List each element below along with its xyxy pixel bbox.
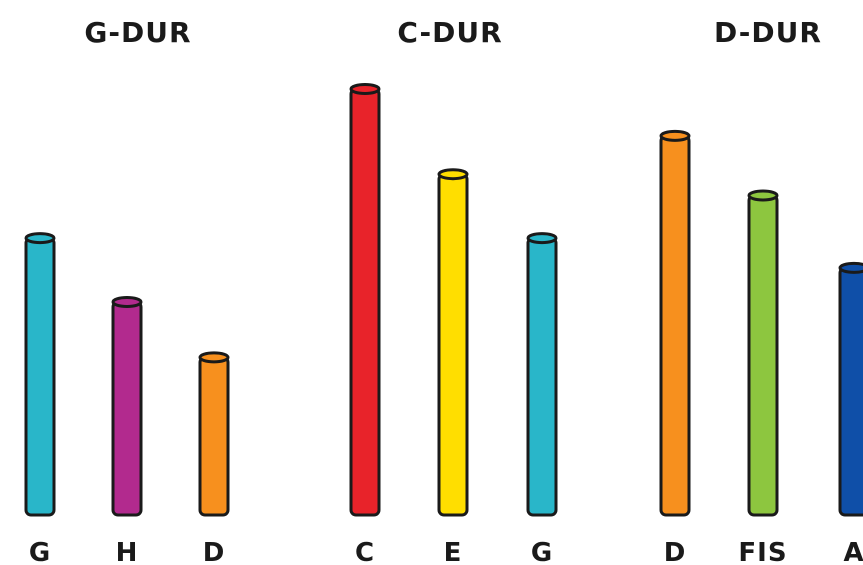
note-label-fis: FIS: [738, 538, 787, 565]
tube-cap-h: [111, 296, 143, 308]
tube-h: [111, 296, 143, 517]
tube-cap-d: [659, 129, 691, 142]
note-label-d: D: [664, 538, 687, 565]
tube-body-e: [437, 172, 469, 517]
tube-d: [659, 129, 691, 517]
note-label-e: E: [444, 538, 463, 565]
tube-body-c: [349, 87, 381, 517]
tube-a: [838, 261, 863, 517]
tube-cap-e: [437, 168, 469, 181]
tube-cap-a: [838, 261, 863, 274]
note-label-d: D: [203, 538, 226, 565]
note-label-h: H: [116, 538, 139, 565]
tube-cap-d: [198, 351, 230, 364]
tube-body-h: [111, 300, 143, 517]
tube-g: [24, 232, 56, 517]
tube-c: [349, 83, 381, 517]
note-label-c: C: [355, 538, 375, 565]
note-label-g: G: [531, 538, 553, 565]
tube-e: [437, 168, 469, 517]
tube-group: [24, 83, 863, 517]
tube-cap-c: [349, 83, 381, 95]
tube-body-fis: [747, 194, 779, 517]
tube-d: [198, 351, 230, 517]
tube-body-d: [198, 355, 230, 517]
tube-fis: [747, 189, 779, 517]
tube-cap-g: [24, 232, 56, 245]
tube-body-d: [659, 134, 691, 517]
tube-cap-fis: [747, 189, 779, 202]
tube-g: [526, 232, 558, 517]
chord-title-g-dur: G-DUR: [84, 16, 191, 49]
tube-body-a: [838, 266, 863, 517]
note-label-g: G: [29, 538, 51, 565]
tube-cap-g: [526, 232, 558, 245]
tube-body-g: [526, 236, 558, 517]
chord-title-d-dur: D-DUR: [714, 16, 822, 49]
tube-body-g: [24, 236, 56, 517]
chord-title-c-dur: C-DUR: [397, 16, 502, 49]
note-label-a: A: [843, 538, 863, 565]
